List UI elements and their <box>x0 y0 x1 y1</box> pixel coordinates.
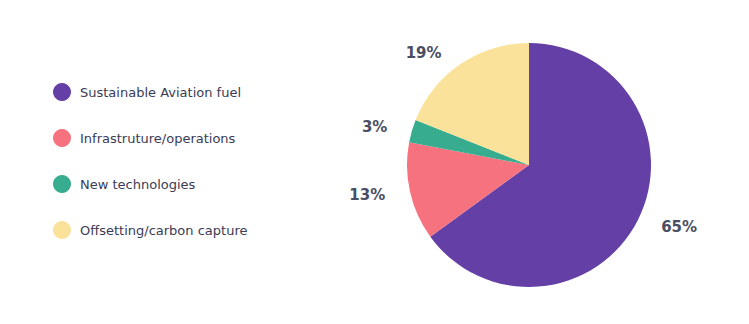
svg-text:65%: 65% <box>661 218 697 236</box>
svg-text:Offsetting/carbon capture: Offsetting/carbon capture <box>80 223 247 238</box>
svg-text:13%: 13% <box>349 186 385 204</box>
svg-text:New technologies: New technologies <box>80 177 196 192</box>
svg-text:3%: 3% <box>362 118 387 136</box>
svg-text:Sustainable Aviation fuel: Sustainable Aviation fuel <box>80 85 241 100</box>
svg-text:19%: 19% <box>406 44 442 62</box>
svg-text:Infrastruture/operations: Infrastruture/operations <box>80 131 236 146</box>
